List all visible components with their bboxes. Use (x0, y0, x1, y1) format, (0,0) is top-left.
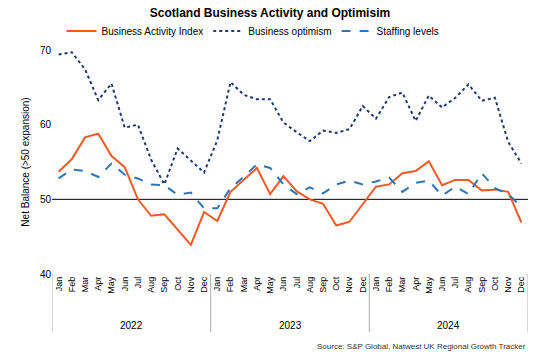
svg-text:Jun: Jun (278, 277, 288, 292)
svg-text:Dec: Dec (199, 276, 209, 293)
svg-text:Mar: Mar (80, 277, 90, 293)
svg-text:Feb: Feb (67, 277, 77, 293)
svg-text:Feb: Feb (384, 277, 394, 293)
svg-text:Apr: Apr (93, 277, 103, 291)
svg-text:Nov: Nov (503, 276, 513, 293)
svg-text:Oct: Oct (331, 276, 341, 291)
svg-text:Jan: Jan (212, 277, 222, 292)
svg-text:May: May (265, 276, 275, 294)
svg-text:Net Balance (>50 expansion): Net Balance (>50 expansion) (20, 97, 31, 226)
svg-text:Aug: Aug (305, 277, 315, 293)
svg-text:Scotland Business Activity and: Scotland Business Activity and Optimisim (150, 6, 390, 20)
svg-text:2023: 2023 (279, 320, 302, 331)
svg-text:Jun: Jun (437, 277, 447, 292)
svg-text:60: 60 (40, 119, 52, 130)
svg-text:Sep: Sep (318, 277, 328, 293)
svg-text:2022: 2022 (120, 320, 143, 331)
svg-text:70: 70 (40, 45, 52, 56)
svg-text:50: 50 (40, 194, 52, 205)
svg-text:Nov: Nov (344, 276, 354, 293)
svg-text:Dec: Dec (358, 276, 368, 293)
svg-text:Sep: Sep (159, 277, 169, 293)
svg-text:Oct: Oct (173, 276, 183, 291)
svg-text:Business Activity Index: Business Activity Index (102, 26, 204, 37)
svg-text:Sep: Sep (477, 277, 487, 293)
svg-text:Jun: Jun (120, 277, 130, 292)
svg-text:Mar: Mar (397, 277, 407, 293)
svg-text:May: May (424, 276, 434, 294)
svg-text:Business optimism: Business optimism (248, 26, 331, 37)
svg-text:Aug: Aug (146, 277, 156, 293)
svg-text:Jan: Jan (371, 277, 381, 292)
svg-text:40: 40 (40, 269, 52, 280)
svg-text:Apr: Apr (252, 277, 262, 291)
svg-text:Feb: Feb (225, 277, 235, 293)
svg-text:Staffing levels: Staffing levels (377, 26, 439, 37)
svg-text:2024: 2024 (437, 320, 460, 331)
svg-text:Oct: Oct (490, 276, 500, 291)
svg-text:Source: S&P Global, Natwest UK: Source: S&P Global, Natwest UK Regional … (317, 342, 526, 351)
svg-text:Aug: Aug (463, 277, 473, 293)
svg-text:Jul: Jul (292, 277, 302, 289)
svg-text:Apr: Apr (411, 277, 421, 291)
svg-text:Jan: Jan (54, 277, 64, 292)
svg-text:Dec: Dec (516, 276, 526, 293)
svg-text:Jul: Jul (133, 277, 143, 289)
svg-text:Mar: Mar (239, 277, 249, 293)
svg-text:Nov: Nov (186, 276, 196, 293)
svg-text:May: May (106, 276, 116, 294)
svg-text:Jul: Jul (450, 277, 460, 289)
